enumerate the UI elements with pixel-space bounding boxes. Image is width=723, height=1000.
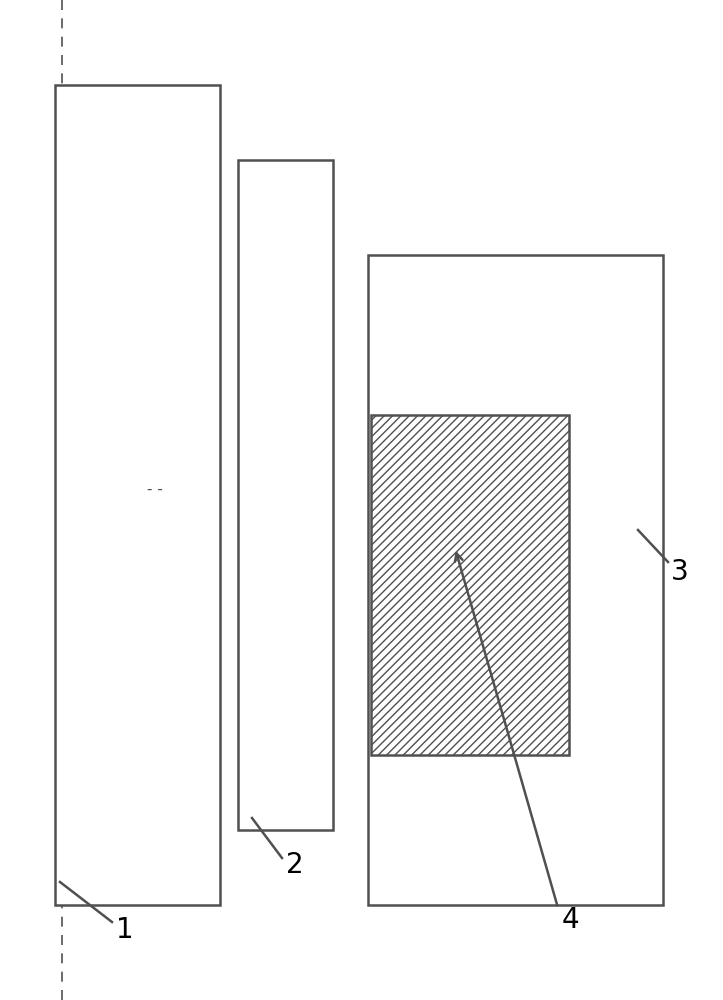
Text: 4: 4 — [561, 906, 579, 934]
Text: - -: - - — [147, 483, 163, 497]
Text: 1: 1 — [116, 916, 134, 944]
Bar — [55, 85, 220, 905]
Text: 3: 3 — [671, 558, 689, 586]
Bar — [368, 255, 663, 905]
Text: 2: 2 — [286, 851, 304, 879]
Bar — [238, 160, 333, 830]
Bar — [371, 415, 569, 755]
